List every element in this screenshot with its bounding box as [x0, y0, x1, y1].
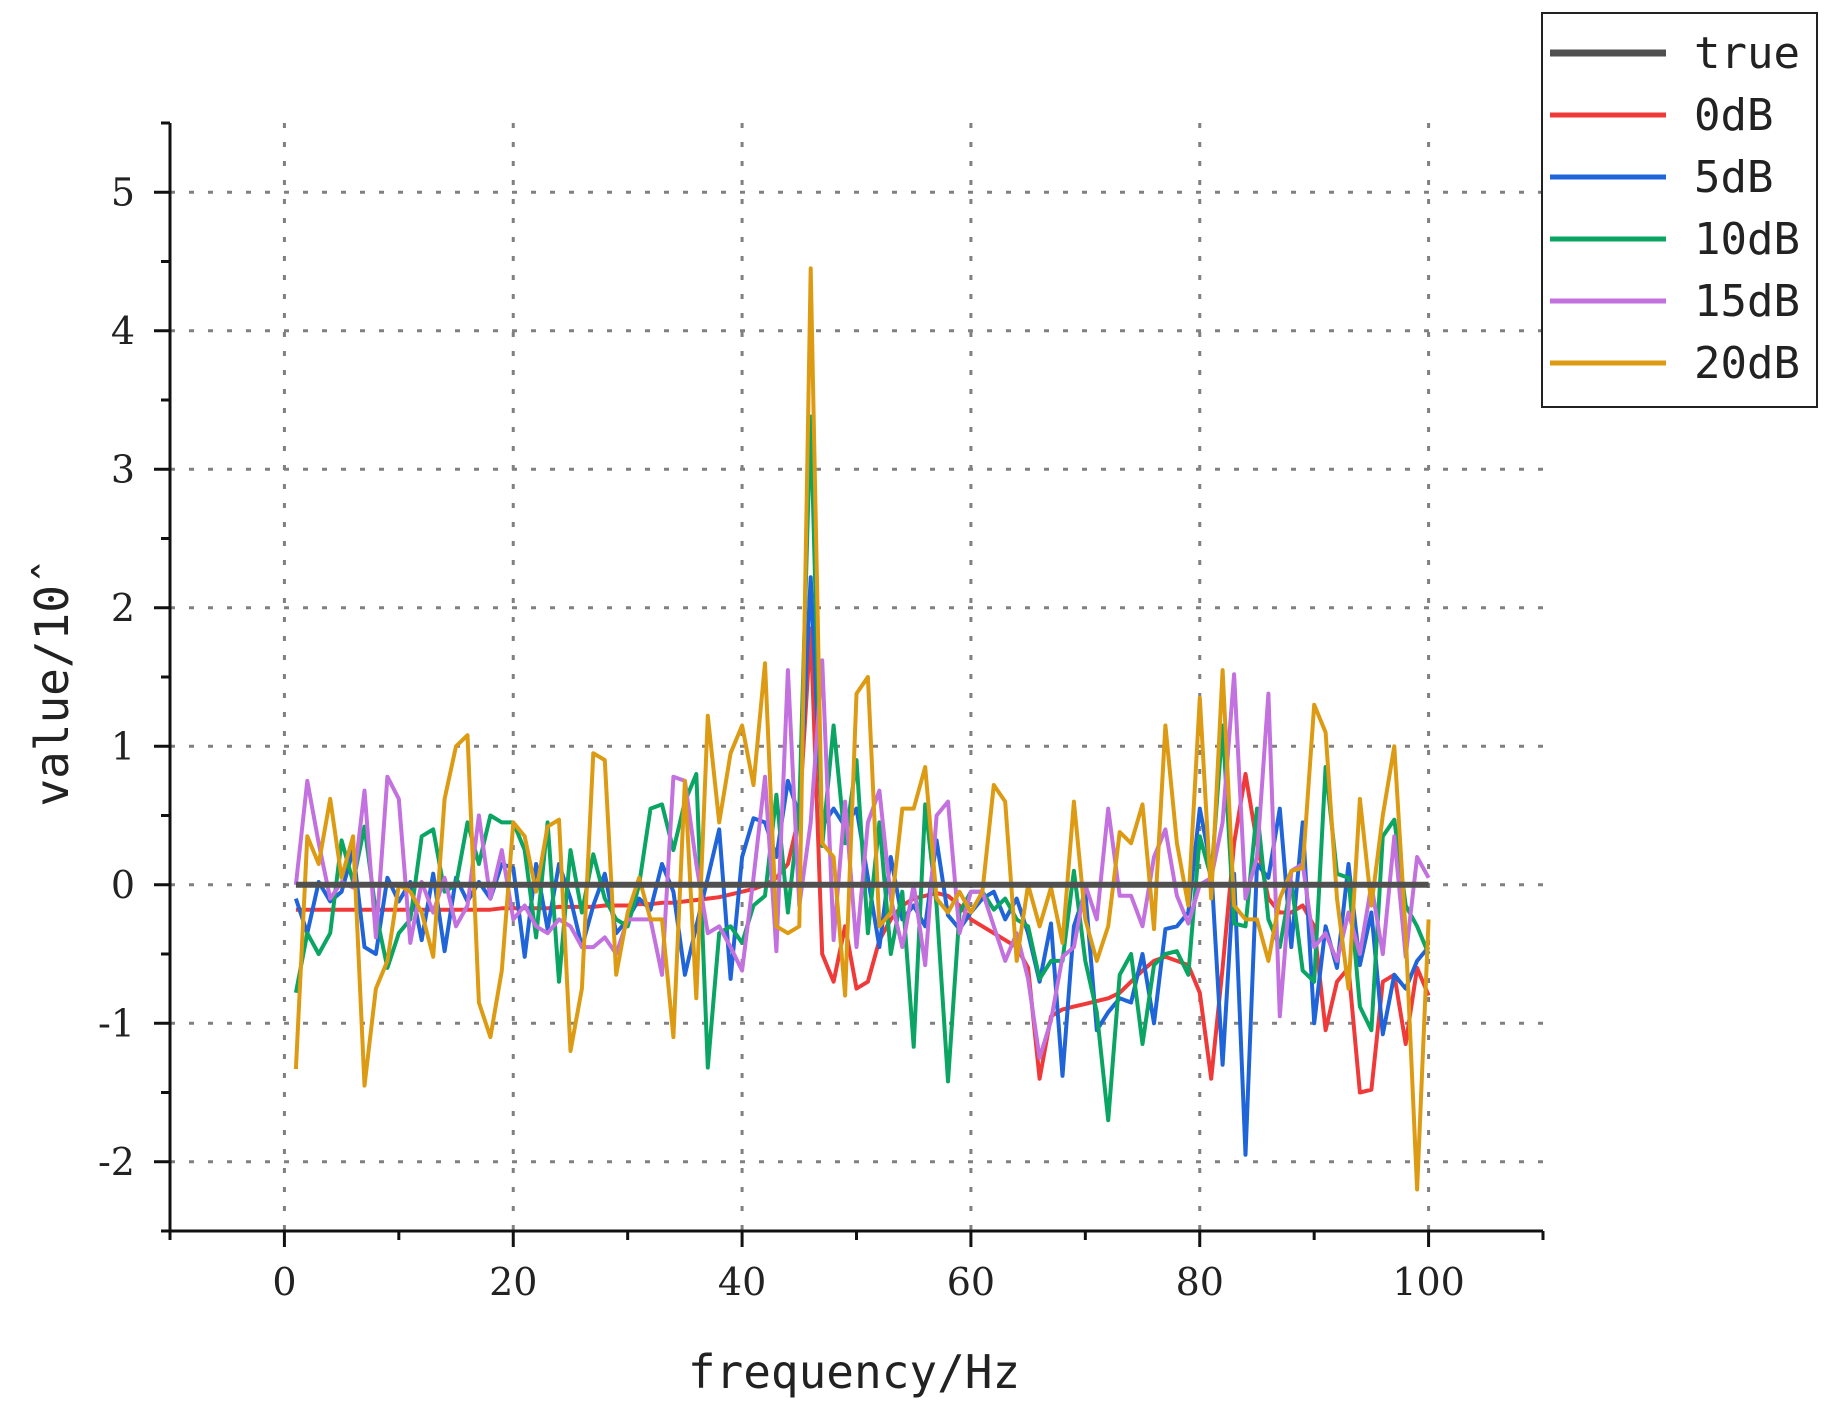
y-tick-label: 5 [111, 170, 135, 214]
x-tick-label: 0 [272, 1260, 296, 1304]
y-tick-label: 3 [111, 447, 135, 491]
series-line-10dB [293, 414, 1431, 1123]
legend-label-5dB: 5dB [1694, 152, 1773, 203]
series-line-20dB [293, 266, 1431, 1192]
series-lines [293, 266, 1431, 1192]
y-tick-label: 1 [111, 724, 135, 768]
x-tick-label: 20 [489, 1260, 537, 1304]
grid-lines [170, 123, 1543, 1231]
legend-label-0dB: 0dB [1694, 90, 1773, 141]
y-tick-label: -1 [98, 1001, 135, 1045]
legend-label-10dB: 10dB [1694, 214, 1800, 265]
legend: true 0dB 5dB 10dB 15dB 20dB [1541, 12, 1818, 408]
legend-label-20dB: 20dB [1694, 338, 1800, 389]
y-axis-label: value/10ˆ [25, 557, 79, 806]
x-tick-label: 80 [1176, 1260, 1224, 1304]
y-tick-label: -2 [98, 1140, 135, 1184]
x-tick-label: 100 [1392, 1260, 1465, 1304]
y-tick-label: 2 [111, 586, 135, 630]
x-axis-label: frequency/Hz [688, 1345, 1020, 1399]
legend-label-15dB: 15dB [1694, 276, 1800, 327]
x-tick-label: 40 [718, 1260, 766, 1304]
y-tick-label: 0 [111, 863, 135, 907]
legend-label-true: true [1694, 28, 1800, 79]
x-tick-label: 60 [947, 1260, 995, 1304]
y-tick-label: 4 [111, 309, 135, 353]
axes: 0 20 40 60 80 100 -2 -1 0 1 2 3 4 5 [98, 121, 1545, 1304]
legend-box [1541, 12, 1818, 408]
